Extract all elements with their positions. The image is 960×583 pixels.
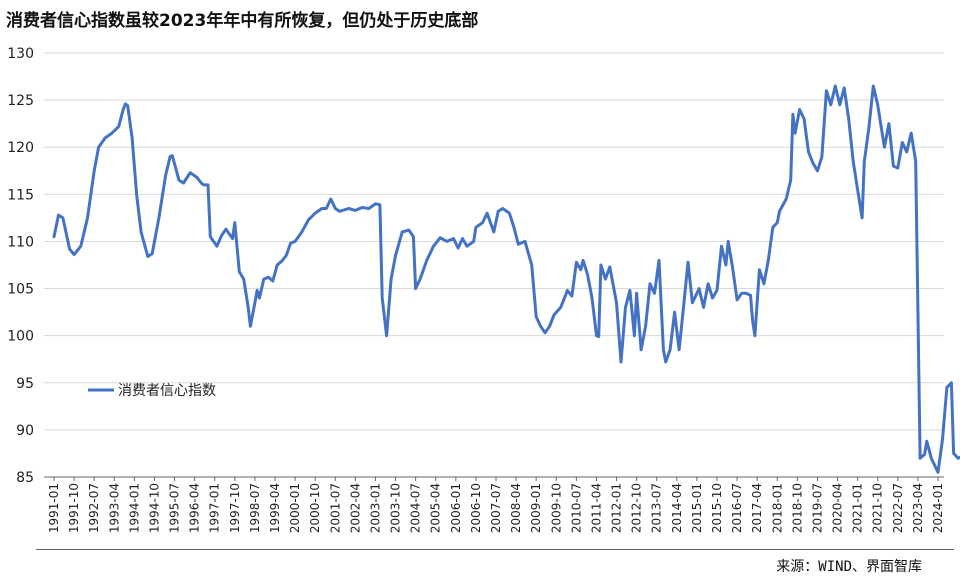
x-tick-label: 2016-07	[730, 483, 744, 533]
x-tick-label: 2011-04	[589, 483, 603, 533]
legend-label: 消费者信心指数	[118, 383, 216, 399]
x-tick-label: 2004-07	[409, 483, 423, 533]
x-tick-label: 2015-10	[710, 483, 724, 533]
x-tick-label: 2021-10	[871, 483, 885, 533]
x-tick-label: 2009-10	[549, 483, 563, 533]
y-tick-label: 85	[16, 470, 34, 486]
chart-title: 消费者信心指数虽较2023年年中有所恢复，但仍处于历史底部	[6, 11, 479, 31]
series-line-0	[52, 84, 960, 474]
x-tick-label: 2010-07	[569, 483, 583, 533]
x-tick-label: 1991-10	[67, 483, 81, 533]
x-tick-label: 2000-10	[308, 483, 322, 533]
x-tick-label: 2002-04	[348, 483, 362, 533]
x-tick-label: 2021-01	[851, 483, 865, 533]
x-tick-label: 2023-04	[911, 483, 925, 533]
x-tick-label: 2012-10	[630, 483, 644, 533]
y-tick-label: 120	[7, 140, 34, 156]
x-tick-label: 2013-07	[650, 483, 664, 533]
y-tick-label: 95	[16, 376, 34, 392]
x-tick-label: 1998-07	[248, 483, 262, 533]
x-tick-label: 1999-04	[268, 483, 282, 533]
x-tick-label: 2022-07	[891, 483, 905, 533]
x-tick-label: 2015-01	[690, 483, 704, 533]
x-tick-label: 2009-01	[529, 483, 543, 533]
x-tick-label: 2007-07	[489, 483, 503, 533]
y-tick-label: 130	[7, 46, 34, 62]
x-tick-label: 2018-10	[790, 483, 804, 533]
x-tick-label: 2003-10	[389, 483, 403, 533]
x-tick-label: 2003-01	[368, 483, 382, 533]
x-tick-label: 2018-01	[770, 483, 784, 533]
y-tick-label: 125	[7, 93, 34, 109]
x-tick-label: 1993-04	[107, 483, 121, 533]
y-tick-label: 100	[7, 329, 34, 345]
x-tick-label: 2005-04	[429, 483, 443, 533]
series-layer	[52, 84, 960, 474]
x-tick-label: 2017-04	[750, 483, 764, 533]
y-tick-label: 110	[7, 234, 34, 250]
x-tick-label: 1992-07	[87, 483, 101, 533]
legend: 消费者信心指数	[88, 383, 216, 399]
x-tick-label: 2012-01	[610, 483, 624, 533]
x-tick-label: 2020-04	[831, 483, 845, 533]
x-tick-label: 1991-01	[47, 483, 61, 533]
gridlines	[44, 52, 944, 478]
y-tick-label: 115	[7, 187, 34, 203]
x-tick-label: 2006-10	[469, 483, 483, 533]
x-tick-label: 2008-04	[509, 483, 523, 533]
y-axis: 85 90 95 100 105 110 115 120 125 130	[7, 46, 34, 486]
x-tick-label: 2019-07	[810, 483, 824, 533]
x-tick-label: 2024-01	[931, 483, 945, 533]
x-tick-label: 1994-10	[147, 483, 161, 533]
x-tick-label: 2014-04	[670, 483, 684, 533]
x-tick-label: 1995-07	[168, 483, 182, 533]
y-tick-label: 105	[7, 282, 34, 298]
x-tick-label: 2000-01	[288, 483, 302, 533]
footer-divider	[36, 549, 954, 550]
x-tick-label: 1997-01	[208, 483, 222, 533]
x-tick-label: 1996-04	[188, 483, 202, 533]
x-tick-label: 1994-01	[127, 483, 141, 533]
x-axis: 1991-01 1991-10 1992-07 1993-04 1994-01 1994-…	[44, 476, 945, 533]
y-tick-label: 90	[16, 423, 34, 439]
source-note: 来源：WIND、界面智库	[776, 559, 922, 575]
x-tick-label: 2006-01	[449, 483, 463, 533]
x-tick-label: 2001-07	[328, 483, 342, 533]
x-tick-label: 1997-10	[228, 483, 242, 533]
